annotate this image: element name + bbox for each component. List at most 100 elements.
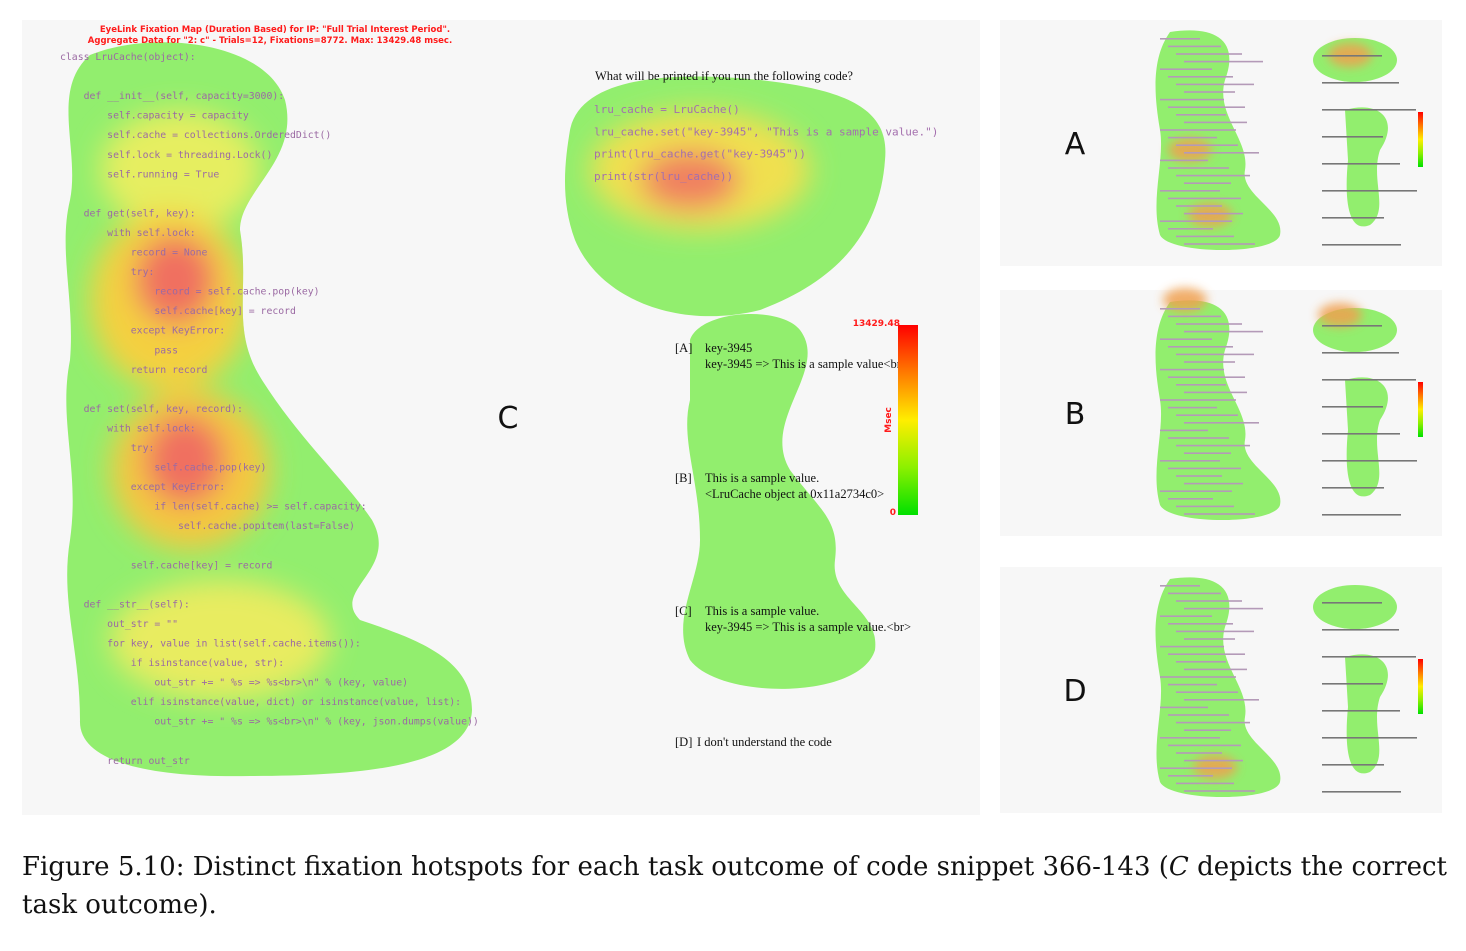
- code-line: record = self.cache.pop(key): [60, 287, 320, 298]
- panel-letter: B: [1065, 397, 1086, 432]
- thumb-code-line: [1176, 384, 1226, 386]
- code-line: def get(self, key):: [60, 208, 196, 219]
- thumb-code-line: [1176, 174, 1250, 177]
- thumb-code-line: [1168, 683, 1217, 686]
- code-line: if isinstance(value, str):: [60, 658, 284, 669]
- snippet-line: print(lru_cache.get("key-3945")): [594, 148, 806, 161]
- thumb-text-line: [1322, 487, 1384, 489]
- caption-text: Distinct fixation hotspots for each task…: [192, 852, 1169, 882]
- code-line: self.cache.popitem(last=False): [60, 521, 355, 532]
- thumb-code-line: [1184, 513, 1255, 515]
- thumb-text-line: [1322, 602, 1382, 604]
- thumb-heat: [1313, 585, 1397, 629]
- code-line: with self.lock:: [60, 423, 196, 434]
- thumb-text-line: [1322, 163, 1400, 165]
- panel-letter: A: [1065, 127, 1086, 162]
- thumb-text-line: [1322, 764, 1384, 766]
- thumb-code-line: [1168, 167, 1229, 169]
- thumb-code-line: [1184, 482, 1243, 485]
- map-header: Aggregate Data for "2: c" - Trials=12, F…: [88, 36, 452, 46]
- thumb-code-line: [1184, 607, 1263, 610]
- code-line: self.cache[key] = record: [60, 560, 272, 571]
- thumb-text-line: [1322, 190, 1417, 192]
- code-line: for key, value in list(self.cache.items(…: [60, 639, 361, 650]
- thumb-code-line: [1160, 68, 1212, 70]
- figure: class LruCache(object): def __init__(sel…: [60, 25, 1442, 797]
- heat-hot: [135, 235, 215, 325]
- code-listing: class LruCache(object): def __init__(sel…: [60, 52, 479, 767]
- thumb-code-line: [1184, 790, 1255, 792]
- thumb-code-line: [1160, 429, 1208, 432]
- thumb-code-line: [1160, 767, 1232, 769]
- option-label: [A]: [675, 341, 692, 355]
- option-line: key-3945 => This is a sample value.<br>: [705, 620, 911, 634]
- code-line: def set(self, key, record):: [60, 404, 243, 415]
- caption-text-end: depicts the correct task outcome).: [22, 852, 1447, 920]
- thumb-code-line: [1184, 361, 1235, 363]
- code-line: self.cache.pop(key): [60, 463, 266, 474]
- thumb-code-line: [1184, 729, 1231, 731]
- thumb-code-line: [1160, 220, 1232, 222]
- thumb-code-line: [1184, 243, 1255, 245]
- thumb-code-line: [1184, 91, 1235, 93]
- map-header: EyeLink Fixation Map (Duration Based) fo…: [100, 25, 450, 35]
- thumb-code-line: [1176, 475, 1222, 477]
- code-line: self.lock = threading.Lock(): [60, 150, 272, 161]
- thumb-heat: [1155, 30, 1281, 251]
- thumb-code-line: [1168, 714, 1229, 716]
- thumb-code-line: [1176, 721, 1250, 724]
- thumb-text-line: [1322, 629, 1399, 631]
- heat-hot: [640, 150, 740, 210]
- thumb-hotspot: [1318, 303, 1362, 327]
- thumb-colorbar: [1418, 112, 1423, 167]
- thumb-code-line: [1160, 98, 1224, 101]
- thumb-code-line: [1160, 159, 1208, 162]
- thumb-hotspot: [1163, 288, 1207, 312]
- panel-letter: D: [1063, 674, 1086, 709]
- code-line: return record: [60, 365, 207, 376]
- thumb-code-line: [1184, 452, 1231, 454]
- caption-label: Figure 5.10:: [22, 852, 185, 882]
- thumb-code-line: [1160, 190, 1220, 192]
- thumb-code-line: [1184, 422, 1259, 424]
- thumb-code-line: [1160, 460, 1220, 462]
- thumb-code-line: [1160, 308, 1200, 310]
- thumb-code-line: [1176, 630, 1254, 633]
- snippet-line: lru_cache.set("key-3945", "This is a sam…: [594, 125, 938, 138]
- thumb-text-line: [1322, 656, 1416, 658]
- thumb-code-line: [1160, 490, 1232, 492]
- thumb-code-line: [1168, 437, 1229, 439]
- option-label: [B]: [675, 471, 692, 485]
- code-line: out_str = "": [60, 619, 178, 630]
- thumb-code-line: [1176, 353, 1254, 356]
- thumb-code-line: [1168, 498, 1213, 500]
- code-line: self.cache = collections.OrderedDict(): [60, 130, 331, 141]
- thumb-code-line: [1168, 106, 1245, 108]
- thumb-code-line: [1160, 676, 1236, 678]
- thumb-code-line: [1184, 330, 1263, 333]
- heat-warm: [110, 580, 330, 700]
- thumb-text-line: [1322, 406, 1383, 408]
- thumb-text-line: [1322, 514, 1401, 516]
- thumb-code-line: [1160, 38, 1200, 40]
- thumb-code-line: [1160, 585, 1200, 587]
- thumb-code-line: [1176, 414, 1238, 416]
- question: What will be printed if you run the foll…: [595, 69, 853, 83]
- thumb-text-line: [1322, 460, 1417, 462]
- thumb-code-line: [1168, 376, 1245, 378]
- thumb-text-line: [1322, 136, 1383, 138]
- colorbar: [898, 325, 918, 515]
- thumb-code-line: [1168, 775, 1213, 777]
- code-line: if len(self.cache) >= self.capacity:: [60, 502, 367, 513]
- answer-options: [A] key-3945 key-3945 => This is a sample…: [675, 341, 911, 749]
- thumb-colorbar: [1418, 659, 1423, 714]
- colorbar-unit: Msec: [884, 407, 894, 433]
- thumb-text-line: [1322, 109, 1416, 111]
- code-line: class LruCache(object):: [60, 52, 196, 63]
- code-line: except KeyError:: [60, 482, 225, 493]
- thumbnail: B: [1000, 288, 1442, 536]
- thumb-code-line: [1160, 737, 1220, 739]
- heat-hot: [145, 415, 225, 505]
- thumb-heat: [1155, 300, 1281, 520]
- thumb-code-line: [1176, 53, 1242, 55]
